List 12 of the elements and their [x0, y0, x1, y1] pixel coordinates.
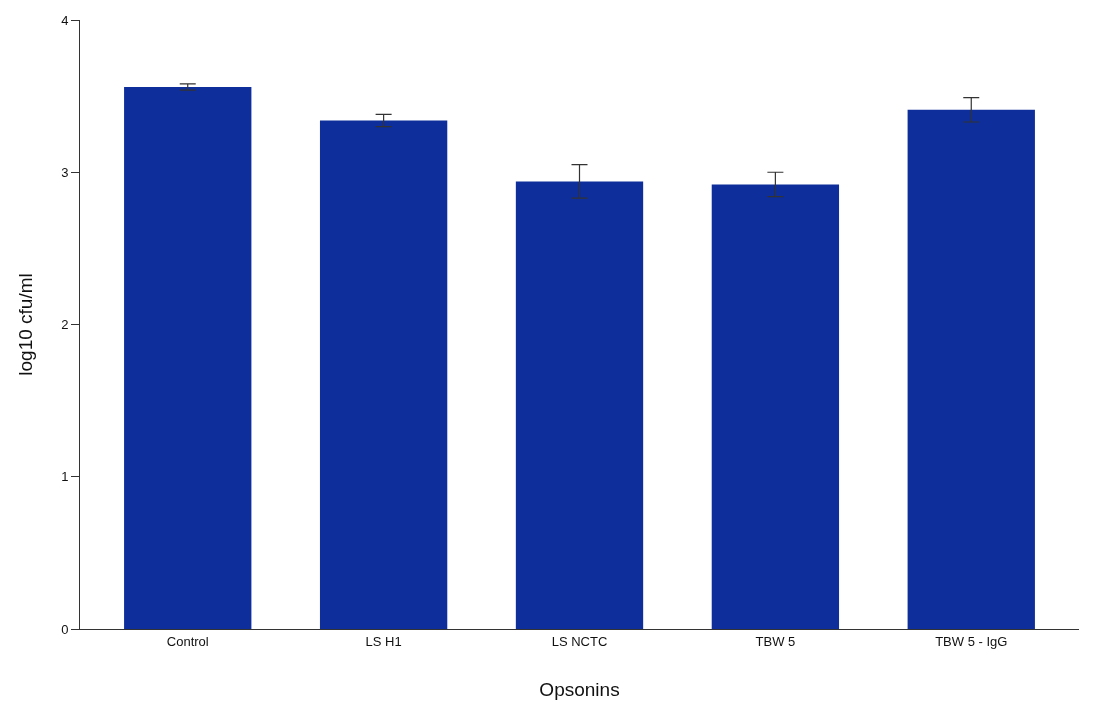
y-tick-label: 3	[61, 164, 69, 180]
x-tick-label: Control	[166, 633, 209, 649]
y-tick-label: 1	[61, 469, 69, 485]
x-tick-label: LS NCTC	[551, 633, 608, 649]
x-tick-label: TBW 5 - IgG	[935, 633, 1008, 649]
y-tick-label: 0	[61, 621, 69, 637]
x-axis-title: Opsonins	[539, 679, 620, 700]
x-tick-label: TBW 5	[755, 633, 796, 649]
y-tick-label: 2	[61, 317, 69, 333]
x-tick-label: LS H1	[365, 633, 402, 649]
y-axis-title: log10 cfu/ml	[15, 273, 36, 376]
y-tick-label: 4	[61, 12, 69, 28]
